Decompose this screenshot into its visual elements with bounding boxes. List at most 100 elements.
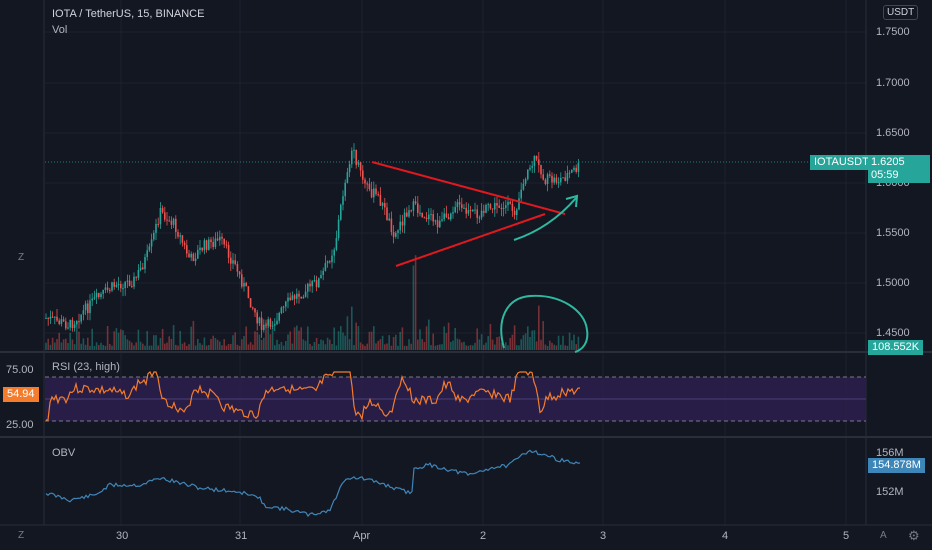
candle-body bbox=[553, 177, 555, 183]
candle-body bbox=[575, 167, 577, 172]
volume-bar bbox=[58, 332, 60, 350]
candle-body bbox=[192, 253, 195, 262]
candle-body bbox=[546, 174, 549, 185]
candle-body bbox=[348, 164, 351, 173]
gear-icon[interactable]: ⚙ bbox=[908, 528, 920, 543]
volume-bar bbox=[509, 338, 511, 350]
candle-body bbox=[67, 327, 69, 329]
price-tick: 1.5000 bbox=[876, 277, 910, 289]
volume-bar bbox=[285, 340, 287, 350]
candle-body bbox=[502, 207, 505, 210]
candle-body bbox=[93, 297, 96, 299]
volume-bar bbox=[353, 345, 355, 350]
currency-button[interactable]: USDT bbox=[883, 5, 919, 20]
volume-bar bbox=[227, 344, 230, 350]
volume-bar bbox=[80, 343, 82, 350]
candle-body bbox=[564, 177, 566, 181]
candle-body bbox=[298, 293, 300, 297]
volume-bar bbox=[373, 326, 375, 350]
volume-bar bbox=[148, 345, 151, 350]
volume-bar bbox=[480, 334, 483, 350]
volume-bar bbox=[465, 345, 467, 350]
candle-body bbox=[113, 282, 115, 287]
candle-body bbox=[170, 220, 173, 225]
candle-body bbox=[159, 207, 162, 225]
triangle-annotation[interactable] bbox=[371, 161, 566, 267]
volume-bar bbox=[417, 339, 419, 350]
candle-body bbox=[417, 203, 419, 213]
candle-body bbox=[555, 177, 558, 183]
candle-body bbox=[434, 220, 437, 222]
candle-body bbox=[509, 201, 511, 204]
price-tick: 1.7500 bbox=[876, 26, 910, 38]
volume-bar bbox=[155, 335, 157, 350]
volume-bar bbox=[546, 345, 549, 350]
volume-bar bbox=[137, 329, 140, 350]
volume-bar bbox=[298, 330, 300, 350]
candle-body bbox=[56, 316, 58, 321]
candle-body bbox=[104, 287, 107, 290]
candle-body bbox=[557, 182, 560, 184]
volume-bar bbox=[531, 330, 533, 350]
arrow-annotation[interactable] bbox=[513, 197, 577, 241]
candle-body bbox=[194, 258, 197, 262]
rsi-legend[interactable]: RSI (23, high) bbox=[52, 361, 120, 373]
volume-bar bbox=[282, 345, 285, 350]
candle-body bbox=[208, 239, 210, 250]
candle-body bbox=[483, 210, 485, 213]
volume-bar bbox=[535, 341, 538, 350]
volume-bar bbox=[364, 345, 366, 350]
candle-body bbox=[71, 319, 74, 329]
candle-body bbox=[307, 283, 309, 292]
obv-legend[interactable]: OBV bbox=[52, 447, 76, 459]
volume-bar bbox=[212, 335, 214, 350]
candle-body bbox=[78, 321, 80, 323]
candle-body bbox=[463, 207, 465, 209]
volume-bar bbox=[69, 332, 71, 350]
volume-bar bbox=[439, 344, 441, 350]
volume-bar bbox=[379, 339, 382, 350]
zoom-left-button[interactable]: Z bbox=[18, 252, 25, 263]
candle-body bbox=[210, 239, 212, 242]
candle-body bbox=[392, 232, 395, 237]
volume-bar bbox=[269, 334, 272, 350]
candle-body bbox=[265, 324, 267, 326]
candle-body bbox=[419, 212, 421, 214]
volume-bar bbox=[225, 345, 228, 350]
volume-bar bbox=[51, 337, 54, 350]
circle-annotation[interactable] bbox=[500, 294, 589, 353]
candle-body bbox=[458, 202, 461, 205]
volume-bar bbox=[153, 335, 155, 350]
volume-bar bbox=[93, 345, 96, 350]
candle-body bbox=[278, 312, 280, 321]
candle-body bbox=[234, 260, 236, 265]
volume-bar bbox=[538, 305, 540, 350]
candle-body bbox=[51, 316, 54, 318]
candle-body bbox=[302, 296, 305, 299]
rsi-line bbox=[46, 371, 581, 421]
candle-body bbox=[346, 172, 349, 183]
volume-bar bbox=[335, 345, 338, 350]
auto-scale-button[interactable]: A bbox=[880, 530, 887, 541]
volume-bar bbox=[245, 326, 247, 350]
volume-bar bbox=[267, 321, 269, 350]
volume-bar bbox=[95, 342, 98, 350]
arrow-head-annotation bbox=[565, 194, 579, 208]
time-label: 31 bbox=[235, 530, 248, 542]
volume-bar bbox=[357, 326, 360, 350]
candle-body bbox=[87, 303, 89, 314]
candle-body bbox=[461, 204, 463, 208]
volume-bar bbox=[238, 345, 241, 350]
candle-body bbox=[289, 297, 291, 300]
volume-bar bbox=[241, 339, 243, 350]
candle-body bbox=[249, 298, 252, 308]
volume-bar bbox=[109, 343, 111, 350]
volume-bar bbox=[518, 345, 520, 350]
volume-bar bbox=[483, 344, 485, 350]
volume-bar bbox=[258, 334, 261, 350]
candle-body bbox=[190, 253, 192, 258]
symbol-title[interactable]: IOTA / TetherUS, 15, BINANCE bbox=[52, 8, 205, 20]
zoom-bottom-button[interactable]: Z bbox=[18, 530, 25, 541]
time-axis[interactable]: 30 31 Apr 2 3 4 5 bbox=[0, 525, 932, 550]
